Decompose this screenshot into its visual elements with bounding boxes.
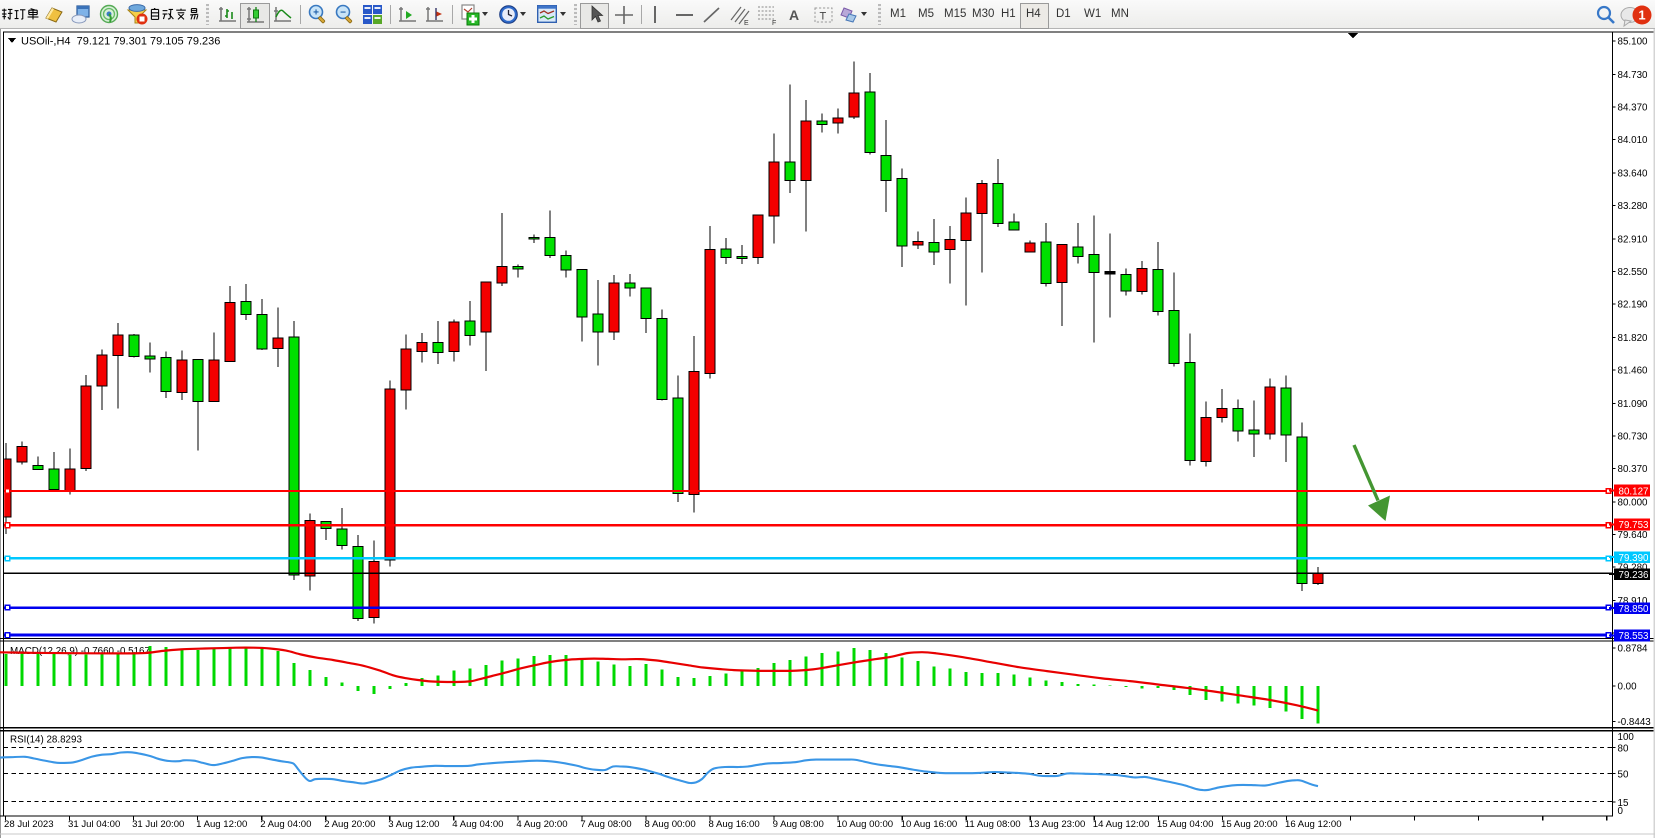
svg-text:80.370: 80.370 [1618, 464, 1649, 475]
svg-text:81.460: 81.460 [1618, 366, 1649, 377]
svg-text:4 Aug 20:00: 4 Aug 20:00 [516, 819, 567, 830]
svg-text:1 Aug 12:00: 1 Aug 12:00 [196, 819, 247, 830]
svg-text:4 Aug 04:00: 4 Aug 04:00 [452, 819, 503, 830]
svg-text:+: + [313, 8, 319, 19]
svg-text:83.640: 83.640 [1618, 168, 1649, 179]
svg-text:28 Jul 2023: 28 Jul 2023 [4, 819, 54, 830]
svg-text:79.280: 79.280 [1618, 563, 1649, 574]
svg-text:83.280: 83.280 [1618, 201, 1649, 212]
svg-text:78.850: 78.850 [1619, 604, 1650, 615]
svg-text:0: 0 [1618, 806, 1624, 817]
svg-text:11 Aug 08:00: 11 Aug 08:00 [965, 819, 1021, 830]
svg-text:16 Aug 12:00: 16 Aug 12:00 [1285, 819, 1342, 830]
svg-text:15: 15 [1618, 798, 1629, 809]
svg-text:85.100: 85.100 [1618, 36, 1649, 47]
svg-text:10 Aug 00:00: 10 Aug 00:00 [837, 819, 894, 830]
svg-text:80.000: 80.000 [1618, 498, 1649, 509]
svg-text:84.370: 84.370 [1618, 102, 1649, 113]
svg-text:0.8784: 0.8784 [1618, 644, 1649, 655]
svg-text:3 Aug 12:00: 3 Aug 12:00 [388, 819, 439, 830]
svg-text:8 Aug 00:00: 8 Aug 00:00 [645, 819, 696, 830]
svg-text:80.730: 80.730 [1618, 432, 1649, 443]
svg-text:−: − [340, 8, 346, 19]
svg-text:-0.8443: -0.8443 [1618, 717, 1652, 728]
svg-text:31 Jul 20:00: 31 Jul 20:00 [132, 819, 184, 830]
svg-text:50: 50 [1618, 769, 1629, 780]
svg-text:0.00: 0.00 [1618, 682, 1638, 693]
svg-text:15 Aug 04:00: 15 Aug 04:00 [1157, 819, 1214, 830]
svg-text:7 Aug 08:00: 7 Aug 08:00 [580, 819, 631, 830]
svg-text:79.390: 79.390 [1619, 553, 1650, 564]
svg-text:USOil-,H4 79.121 79.301 79.10: USOil-,H4 79.121 79.301 79.105 79.236 [21, 36, 220, 48]
svg-text:82.550: 82.550 [1618, 267, 1649, 278]
svg-text:RSI(14) 28.8293: RSI(14) 28.8293 [10, 735, 82, 746]
svg-text:F: F [772, 20, 776, 26]
svg-text:81.090: 81.090 [1618, 399, 1649, 410]
svg-text:82.910: 82.910 [1618, 235, 1649, 246]
svg-text:MACD(12,26,9) -0.7660 -0.5167: MACD(12,26,9) -0.7660 -0.5167 [10, 646, 150, 657]
svg-text:2 Aug 04:00: 2 Aug 04:00 [260, 819, 311, 830]
svg-text:100: 100 [1618, 732, 1635, 743]
svg-text:78.553: 78.553 [1619, 631, 1650, 642]
svg-text:78.910: 78.910 [1618, 596, 1649, 607]
svg-text:80.127: 80.127 [1619, 486, 1649, 497]
svg-text:14 Aug 12:00: 14 Aug 12:00 [1093, 819, 1150, 830]
svg-text:T: T [820, 11, 827, 23]
svg-text:79.640: 79.640 [1618, 530, 1649, 541]
svg-text:8 Aug 16:00: 8 Aug 16:00 [709, 819, 760, 830]
svg-text:E: E [744, 20, 749, 26]
svg-text:15 Aug 20:00: 15 Aug 20:00 [1221, 819, 1278, 830]
svg-text:81.820: 81.820 [1618, 333, 1649, 344]
svg-text:84.010: 84.010 [1618, 135, 1649, 146]
svg-text:82.190: 82.190 [1618, 300, 1649, 311]
svg-text:13 Aug 23:00: 13 Aug 23:00 [1029, 819, 1086, 830]
svg-text:79.236: 79.236 [1619, 570, 1650, 581]
svg-text:9 Aug 08:00: 9 Aug 08:00 [773, 819, 824, 830]
svg-text:1: 1 [1638, 8, 1645, 23]
svg-text:10 Aug 16:00: 10 Aug 16:00 [901, 819, 958, 830]
svg-text:84.730: 84.730 [1618, 70, 1649, 81]
svg-text:79.753: 79.753 [1619, 520, 1650, 531]
svg-text:2 Aug 20:00: 2 Aug 20:00 [324, 819, 375, 830]
svg-text:80: 80 [1618, 744, 1629, 755]
svg-text:31 Jul 04:00: 31 Jul 04:00 [68, 819, 120, 830]
